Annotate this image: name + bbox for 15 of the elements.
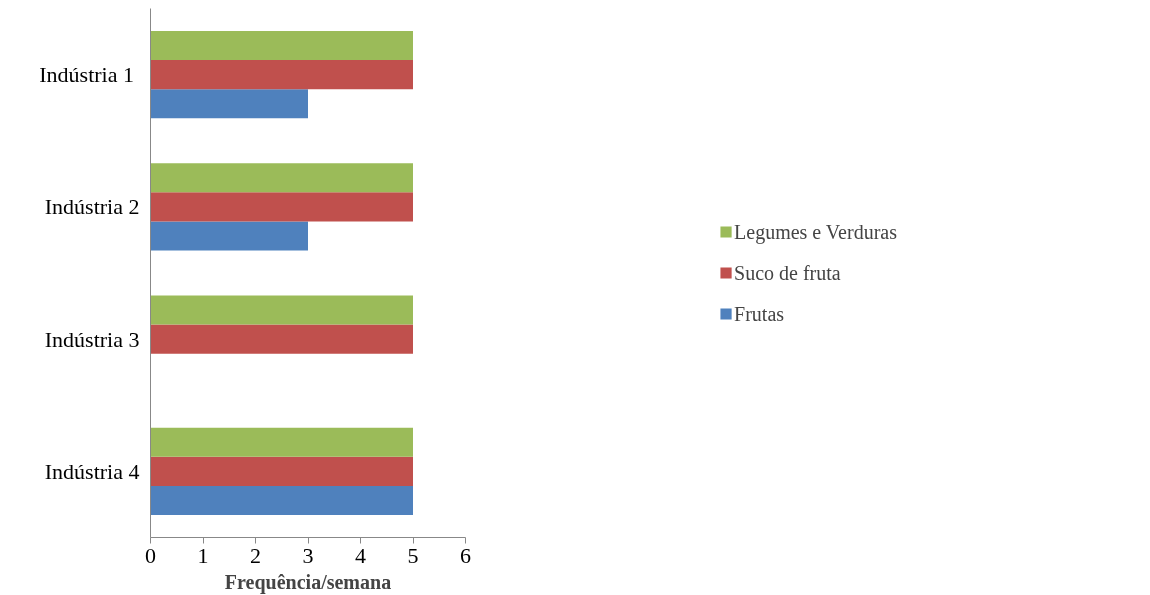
x-tick-label: 1 [197,542,209,568]
x-tick-label: 5 [407,542,419,568]
y-tick-label: Indústria 3 [44,326,140,352]
y-tick-label: Indústria 2 [44,194,140,220]
legend-label: Frutas [734,302,785,325]
x-tick-label: 0 [145,542,156,568]
x-tick-label: 2 [250,542,261,568]
y-tick-label: Indústria 1 [39,62,134,88]
x-tick-label: 6 [460,542,471,568]
y-tick-label: Indústria 4 [44,458,140,484]
x-tick-label: 4 [355,542,366,568]
legend-label: Legumes e Verduras [734,220,897,243]
x-tick-label: 3 [302,542,314,568]
legend-label: Suco de fruta [734,261,841,284]
x-axis-title: Frequência/semana [224,570,392,594]
